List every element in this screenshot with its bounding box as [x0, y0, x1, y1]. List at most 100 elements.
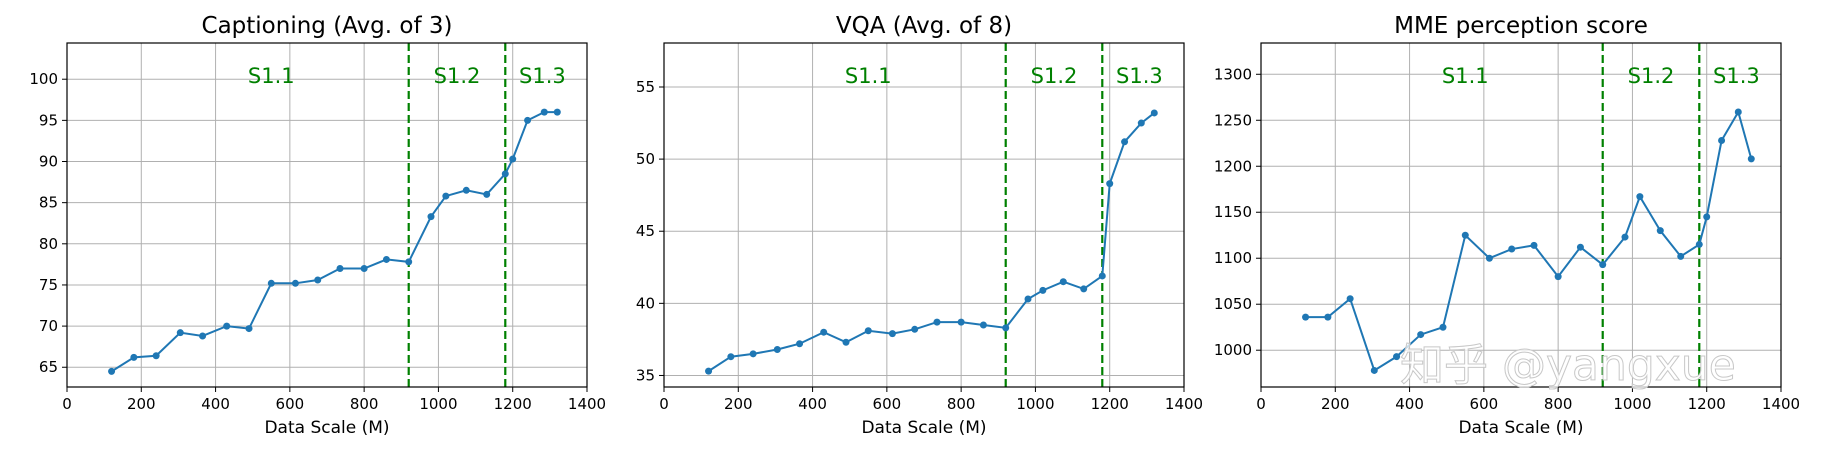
data-point: [1599, 261, 1607, 269]
x-tick-label: 400: [798, 395, 827, 413]
axes-frame: [1260, 42, 1782, 388]
data-point: [1734, 108, 1742, 116]
data-point: [957, 318, 965, 326]
data-point: [1059, 278, 1067, 286]
x-tick-label: 800: [1544, 395, 1573, 413]
x-tick-label: 400: [1395, 395, 1424, 413]
data-point: [705, 367, 713, 375]
data-point: [1718, 136, 1726, 144]
data-point: [509, 155, 517, 163]
y-tick-label: 1300: [1214, 65, 1252, 83]
data-point: [199, 332, 207, 340]
data-point: [1370, 366, 1378, 374]
data-point: [1080, 285, 1088, 293]
x-tick-label: 1400: [568, 395, 606, 413]
data-point: [524, 116, 532, 124]
data-point: [1039, 286, 1047, 294]
y-tick-label: 100: [29, 70, 58, 88]
data-point: [1703, 213, 1711, 221]
y-tick-label: 80: [39, 235, 58, 253]
data-point: [1393, 353, 1401, 361]
data-point: [1485, 254, 1493, 262]
stage-label: S1.1: [248, 64, 295, 88]
x-axis-label: Data Scale (M): [1458, 418, 1583, 438]
data-point: [1508, 245, 1516, 253]
data-point: [1695, 240, 1703, 248]
data-point: [245, 325, 253, 333]
data-point: [553, 108, 561, 116]
data-point: [864, 327, 872, 335]
x-tick-label: 1000: [1016, 395, 1054, 413]
x-tick-label: 1400: [1762, 395, 1800, 413]
x-tick-label: 600: [873, 395, 902, 413]
x-tick-label: 1400: [1165, 395, 1203, 413]
x-tick-label: 1200: [1091, 395, 1129, 413]
data-point: [1002, 324, 1010, 332]
stage-label: S1.3: [1713, 64, 1760, 88]
y-tick-label: 1000: [1214, 341, 1252, 359]
x-tick-label: 400: [201, 395, 230, 413]
stage-label: S1.2: [1628, 64, 1675, 88]
y-tick-label: 1100: [1214, 249, 1252, 267]
series-line: [708, 112, 1155, 372]
data-point: [483, 190, 491, 198]
data-point: [1121, 138, 1129, 146]
data-point: [1302, 313, 1310, 321]
stage-label: S1.2: [434, 64, 481, 88]
axes-frame: [663, 42, 1185, 388]
x-tick-label: 600: [1470, 395, 1499, 413]
data-point: [749, 350, 757, 358]
data-point: [267, 279, 275, 287]
data-point: [462, 186, 470, 194]
x-tick-label: 0: [1256, 395, 1266, 413]
watermark: 知乎 @yangxue: [1400, 340, 1736, 391]
chart-title: MME perception score: [1394, 13, 1648, 39]
x-tick-label: 1200: [1688, 395, 1726, 413]
x-axis-label: Data Scale (M): [861, 418, 986, 438]
stage-label: S1.2: [1031, 64, 1078, 88]
y-tick-label: 1150: [1214, 203, 1252, 221]
chart-title: VQA (Avg. of 8): [836, 13, 1012, 39]
data-point: [108, 367, 116, 375]
y-tick-label: 70: [39, 317, 58, 335]
data-point: [314, 276, 322, 284]
data-point: [540, 108, 548, 116]
y-tick-label: 1250: [1214, 111, 1252, 129]
data-point: [442, 192, 450, 200]
data-point: [1346, 295, 1354, 303]
data-point: [382, 255, 390, 263]
y-tick-label: 40: [636, 294, 655, 312]
y-tick-label: 95: [39, 111, 58, 129]
stage-label: S1.3: [519, 64, 566, 88]
x-tick-label: 800: [350, 395, 379, 413]
y-tick-label: 65: [39, 358, 58, 376]
data-point: [152, 352, 160, 360]
data-point: [888, 330, 896, 338]
x-tick-label: 1000: [419, 395, 457, 413]
series-line: [1305, 109, 1753, 372]
data-point: [130, 353, 138, 361]
data-point: [427, 213, 435, 221]
x-tick-label: 800: [947, 395, 976, 413]
data-point: [1137, 119, 1145, 127]
x-tick-label: 1000: [1613, 395, 1651, 413]
chart-title: Captioning (Avg. of 3): [202, 13, 453, 39]
data-point: [291, 279, 299, 287]
chart-1: 0 200 400 600 800 1000 1200 1400 65 70 75 80 85 90 95 1…: [29, 13, 606, 438]
x-tick-label: 0: [659, 395, 669, 413]
data-point: [405, 258, 413, 266]
data-point: [1461, 231, 1469, 239]
chart-3: 0 200 400 600 800 1000 1200 1400 1000 1050 1100 115…: [1214, 13, 1800, 438]
stage-label: S1.3: [1116, 64, 1163, 88]
data-point: [1636, 193, 1644, 201]
data-point: [1150, 109, 1158, 117]
y-tick-label: 85: [39, 194, 58, 212]
data-point: [223, 322, 231, 330]
data-point: [1530, 241, 1538, 249]
x-tick-label: 600: [276, 395, 305, 413]
y-tick-label: 1200: [1214, 157, 1252, 175]
data-point: [336, 264, 344, 272]
data-point: [1656, 227, 1664, 235]
data-point: [1417, 331, 1425, 339]
